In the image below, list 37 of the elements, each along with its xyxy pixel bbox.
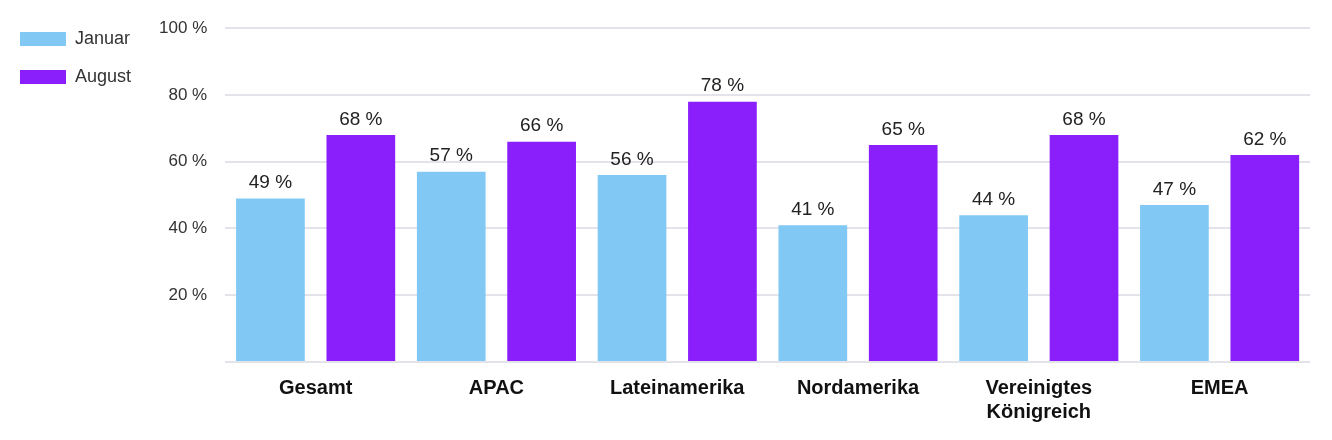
bar <box>778 225 848 361</box>
y-tick-label: 60 % <box>168 151 208 171</box>
bar <box>507 141 576 361</box>
data-label: 47 % <box>1152 177 1197 199</box>
bar <box>326 135 396 361</box>
y-tick-label: 80 % <box>168 84 208 104</box>
x-tick-label: EMEA <box>1190 375 1249 398</box>
legend-label: Januar <box>75 27 131 48</box>
data-label: 41 % <box>791 197 835 219</box>
bar <box>868 145 938 361</box>
bar <box>688 101 757 361</box>
x-tick-label: Vereinigtes Königreich <box>985 375 1093 422</box>
data-label: 65 % <box>881 117 925 139</box>
data-label: 68 % <box>1062 107 1106 129</box>
data-label: 66 % <box>519 114 564 136</box>
bar <box>959 215 1028 361</box>
bar <box>1140 205 1209 361</box>
data-label: 57 % <box>429 144 473 166</box>
x-tick-label: Nordamerika <box>796 375 921 398</box>
bar <box>416 171 486 361</box>
y-tick-label: 20 % <box>168 284 208 304</box>
x-tick-label: APAC <box>468 375 525 398</box>
data-label: 78 % <box>700 74 745 96</box>
y-tick-label: 40 % <box>168 218 208 238</box>
x-tick-label: Gesamt <box>278 375 353 398</box>
legend-label: August <box>75 65 132 86</box>
bar <box>597 175 667 361</box>
y-tick-label: 100 % <box>159 17 208 37</box>
data-label: 44 % <box>971 187 1016 209</box>
bar <box>1049 135 1119 361</box>
bar <box>1230 155 1300 361</box>
data-label: 49 % <box>248 171 293 193</box>
x-tick-label: Lateinamerika <box>609 375 746 398</box>
data-label: 62 % <box>1243 127 1287 149</box>
bar <box>236 198 305 361</box>
data-label: 68 % <box>339 107 383 129</box>
data-label: 56 % <box>610 147 654 169</box>
